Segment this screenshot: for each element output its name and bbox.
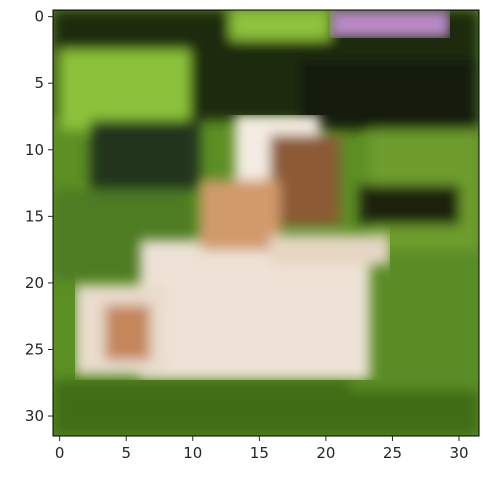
x-tick-label: 5 <box>121 444 131 462</box>
x-tick-label: 10 <box>183 444 202 462</box>
axes-frame <box>52 9 480 437</box>
y-axis: 0 5 10 15 20 25 30 <box>25 8 53 425</box>
dog-tail <box>105 305 150 360</box>
grass-right-lower <box>350 250 479 390</box>
dog-ear <box>270 135 340 225</box>
y-tick-label: 30 <box>25 407 44 425</box>
x-tick-label: 15 <box>250 444 269 462</box>
x-tick-label: 0 <box>55 444 65 462</box>
dark-band-right <box>300 60 479 130</box>
dog-leg-front <box>270 235 390 265</box>
pixel-image <box>53 10 479 436</box>
x-tick-label: 20 <box>316 444 335 462</box>
x-tick-label: 30 <box>449 444 468 462</box>
y-tick-label: 15 <box>25 207 44 225</box>
x-axis: 0 5 10 15 20 25 30 <box>55 436 469 462</box>
x-tick-label: 25 <box>383 444 402 462</box>
y-tick-label: 25 <box>25 340 44 358</box>
y-tick-label: 20 <box>25 274 44 292</box>
pink-flower <box>330 10 450 38</box>
dog-neck <box>200 180 280 250</box>
y-tick-label: 0 <box>34 8 44 26</box>
bright-leaf-top <box>230 10 330 40</box>
bright-leaf-left <box>60 50 190 130</box>
y-tick-label: 10 <box>25 141 44 159</box>
dark-bush-left <box>90 120 200 190</box>
dark-right-mid <box>360 185 460 225</box>
y-tick-label: 5 <box>34 74 44 92</box>
dog <box>75 115 390 380</box>
